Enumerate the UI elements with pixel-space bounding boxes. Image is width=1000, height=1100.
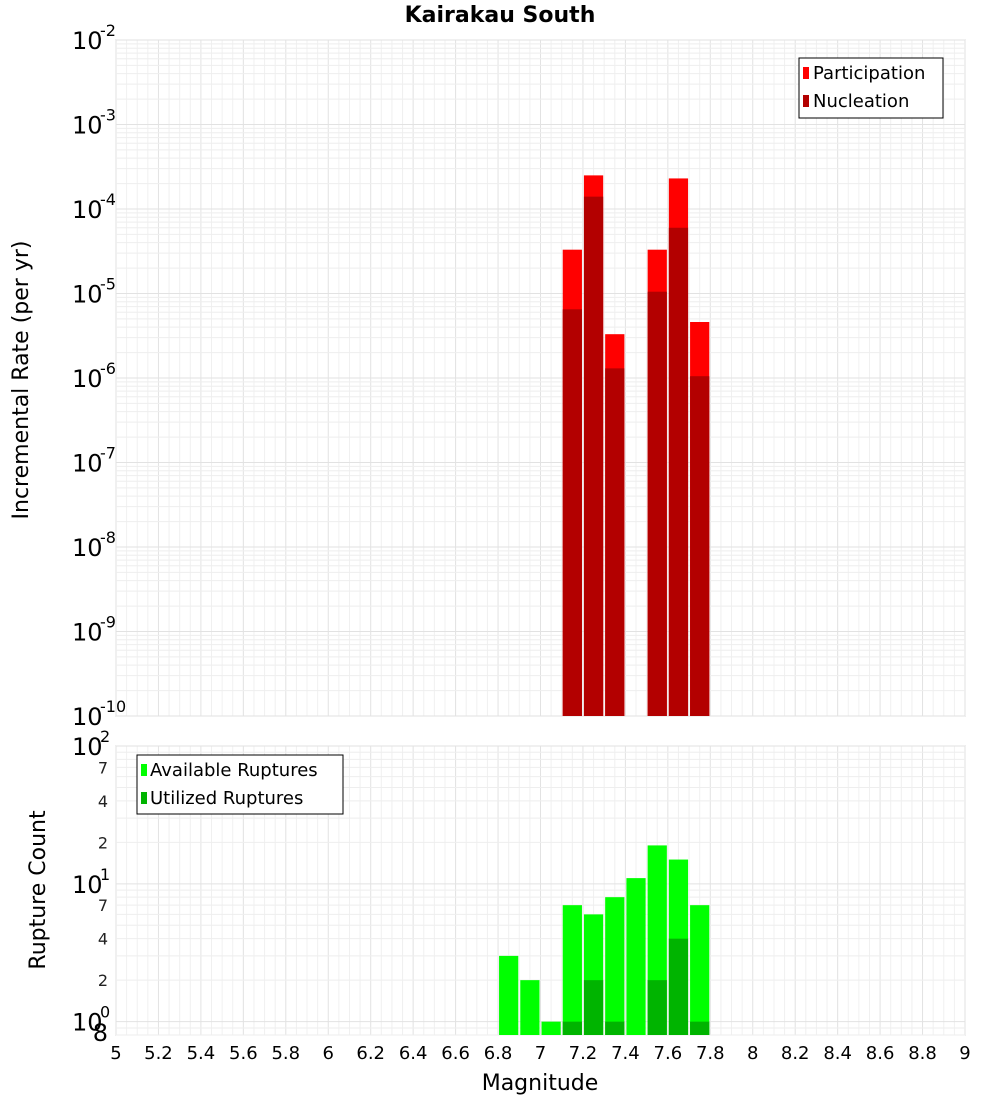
x-tick-label: 7.2 (569, 1043, 598, 1064)
utilized-legend-label: Utilized Ruptures (150, 788, 303, 809)
rate-y-tick-exponent: -8 (100, 528, 116, 547)
rate-y-tick-base: 10 (72, 619, 103, 647)
chart-title: Kairakau South (405, 3, 596, 28)
x-tick-label: 6.8 (484, 1043, 513, 1064)
count-bars (499, 845, 710, 1035)
count-y-minor-tick-label: 4 (98, 792, 108, 811)
rate-legend-box (798, 57, 944, 119)
rate-y-tick-exponent: -7 (100, 444, 116, 463)
count-available-ruptures-bar (626, 878, 646, 1035)
rate-y-tick-exponent: -4 (100, 190, 116, 209)
available-legend-swatch (141, 764, 147, 776)
rate-y-tick-base: 10 (72, 450, 103, 478)
rate-y-tick-base: 10 (72, 27, 103, 55)
rate-y-tick-exponent: -6 (100, 359, 116, 378)
count-legend: Available Ruptures Utilized Ruptures (136, 754, 344, 815)
x-tick-label: 5 (110, 1043, 121, 1064)
count-y-minor-tick-label: 2 (98, 971, 108, 990)
x-tick-label: 7.4 (611, 1043, 640, 1064)
rate-nucleation-bar (647, 291, 667, 716)
rate-nucleation-bar (668, 227, 689, 716)
x-tick-label: 7.6 (654, 1043, 683, 1064)
rate-y-tick-base: 10 (72, 196, 103, 224)
rate-nucleation-bar (562, 309, 582, 716)
x-tick-label: 7 (535, 1043, 546, 1064)
x-axis-label: Magnitude (482, 1071, 599, 1096)
nucleation-legend-swatch (803, 95, 809, 107)
count-legend-box (136, 754, 344, 815)
count-utilized-ruptures-bar (605, 1021, 625, 1035)
count-y-tick-base: 10 (72, 733, 103, 761)
count-grid (115, 745, 966, 1036)
count-utilized-ruptures-bar (668, 938, 689, 1035)
rate-y-tick-exponent: -3 (100, 106, 116, 125)
rate-y-tick-exponent: -5 (100, 275, 116, 294)
x-tick-label: 5.6 (229, 1043, 258, 1064)
x-tick-label: 5.8 (271, 1043, 300, 1064)
count-available-ruptures-bar (605, 897, 625, 1035)
participation-legend-swatch (803, 67, 809, 79)
count-available-ruptures-bar (520, 980, 540, 1035)
x-tick-label: 5.2 (144, 1043, 173, 1064)
count-y-tick-exponent: 0 (100, 1003, 110, 1022)
count-y-minor-tick-label: 7 (98, 896, 108, 915)
available-legend-label: Available Ruptures (150, 760, 318, 781)
x-tick-label: 8.8 (908, 1043, 937, 1064)
count-y-minor-tick-label: 2 (98, 833, 108, 852)
x-ticks: 5 5.2 5.4 5.6 5.8 6 6.2 6.4 6.6 6.8 7 7.2 7.4 7.6 7.8 8… (110, 1043, 970, 1064)
rate-y-tick-exponent: -9 (100, 613, 116, 632)
count-y-minor-tick-label: 4 (98, 930, 108, 949)
rate-y-tick-base: 10 (72, 534, 103, 562)
rate-y-axis-label: Incremental Rate (per yr) (9, 241, 34, 520)
x-tick-label: 6.2 (356, 1043, 385, 1064)
utilized-legend-swatch (141, 792, 147, 804)
rate-legend: Participation Nucleation (798, 57, 944, 119)
count-utilized-ruptures-bar (562, 1021, 582, 1035)
nucleation-legend-label: Nucleation (813, 91, 909, 112)
x-tick-label: 8.6 (866, 1043, 895, 1064)
rate-bars (562, 175, 710, 717)
x-tick-label: 6.6 (441, 1043, 470, 1064)
count-utilized-ruptures-bar (583, 980, 604, 1035)
count-available-ruptures-bar (562, 905, 582, 1035)
count-y-minor-tick-label: 8 (93, 1019, 108, 1047)
rate-y-tick-exponent: -2 (100, 21, 116, 40)
rate-y-tick-exponent: -10 (100, 697, 126, 716)
count-available-ruptures-bar (690, 905, 710, 1035)
x-tick-label: 6.4 (399, 1043, 428, 1064)
rate-y-tick-base: 10 (72, 112, 103, 140)
x-tick-label: 7.8 (696, 1043, 725, 1064)
participation-legend-label: Participation (813, 63, 925, 84)
x-tick-label: 6 (323, 1043, 334, 1064)
count-y-tick-base: 10 (72, 1009, 103, 1037)
x-tick-label: 8.2 (781, 1043, 810, 1064)
count-utilized-ruptures-bar (647, 980, 667, 1035)
x-tick-label: 5.4 (187, 1043, 216, 1064)
x-tick-label: 8.4 (823, 1043, 852, 1064)
rate-y-tick-base: 10 (72, 703, 103, 731)
count-utilized-ruptures-bar (690, 1021, 710, 1035)
rate-grid (115, 39, 966, 717)
x-tick-label: 8 (747, 1043, 758, 1064)
rate-nucleation-bar (605, 368, 625, 716)
rate-y-tick-base: 10 (72, 281, 103, 309)
rate-y-tick-base: 10 (72, 365, 103, 393)
rate-nucleation-bar (690, 376, 710, 716)
rate-nucleation-bar (583, 196, 604, 717)
count-available-ruptures-bar (499, 955, 519, 1035)
count-available-ruptures-bar (541, 1021, 561, 1035)
count-y-axis-label: Rupture Count (26, 810, 51, 970)
count-y-tick-exponent: 2 (100, 727, 110, 746)
count-y-minor-tick-label: 7 (98, 758, 108, 777)
x-tick-label: 9 (959, 1043, 970, 1064)
count-y-tick-exponent: 1 (100, 865, 110, 884)
count-y-tick-base: 10 (72, 871, 103, 899)
